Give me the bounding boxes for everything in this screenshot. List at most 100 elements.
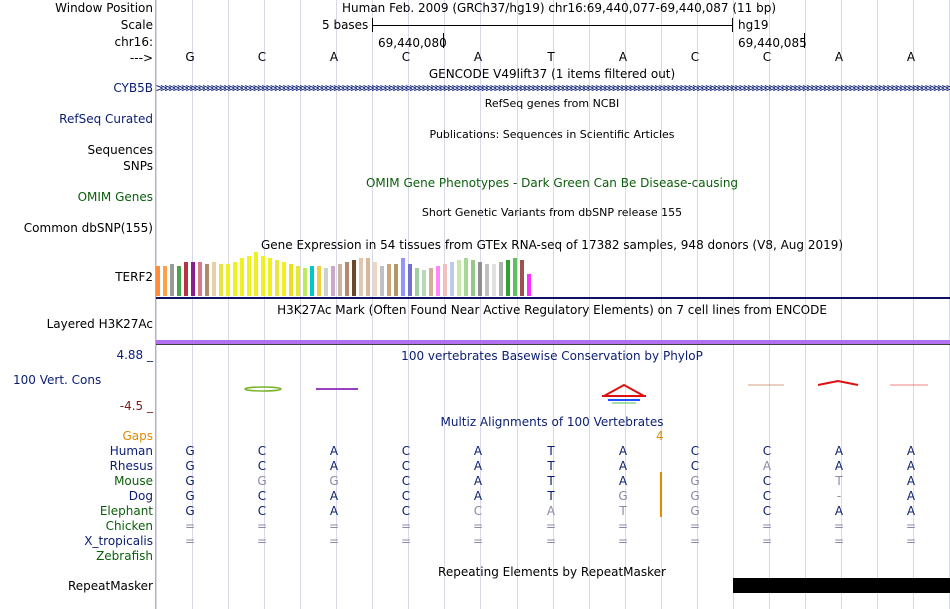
gtex-bar[interactable] xyxy=(261,256,265,296)
gtex-bar[interactable] xyxy=(464,258,468,296)
repeat-element[interactable] xyxy=(733,578,950,593)
dbsnp-title[interactable]: Short Genetic Variants from dbSNP releas… xyxy=(421,206,683,219)
aligned-base: A xyxy=(329,459,339,473)
gtex-bar[interactable] xyxy=(450,262,454,296)
species-label[interactable]: Elephant xyxy=(99,504,153,518)
multiz-title[interactable]: Multiz Alignments of 100 Vertebrates xyxy=(440,415,664,429)
reference-base: C xyxy=(401,50,411,64)
gtex-bar[interactable] xyxy=(240,258,244,296)
aligned-base: C xyxy=(762,474,772,488)
gtex-bar[interactable] xyxy=(296,266,300,296)
repeatmasker-label[interactable]: RepeatMasker xyxy=(67,579,153,593)
gencode-gene-label[interactable]: CYB5B xyxy=(113,81,153,95)
grid-line xyxy=(733,0,734,609)
publications-title[interactable]: Publications: Sequences in Scientific Ar… xyxy=(429,128,675,141)
gtex-bar[interactable] xyxy=(492,264,496,296)
gtex-bar[interactable] xyxy=(233,262,237,296)
gtex-bar[interactable] xyxy=(198,262,202,296)
gtex-bar[interactable] xyxy=(401,258,405,296)
gtex-bar[interactable] xyxy=(366,258,370,296)
refseq-label[interactable]: RefSeq Curated xyxy=(59,112,153,126)
gtex-bar[interactable] xyxy=(359,258,363,296)
gtex-bar[interactable] xyxy=(317,266,321,296)
gtex-bar[interactable] xyxy=(324,268,328,296)
gtex-bar[interactable] xyxy=(457,260,461,296)
gtex-bar[interactable] xyxy=(352,260,356,296)
gtex-bar[interactable] xyxy=(394,264,398,296)
phylop-title[interactable]: 100 vertebrates Basewise Conservation by… xyxy=(401,349,703,363)
gtex-bar[interactable] xyxy=(429,268,433,296)
gtex-title[interactable]: Gene Expression in 54 tissues from GTEx … xyxy=(260,238,844,252)
species-label[interactable]: Rhesus xyxy=(109,459,153,473)
gtex-bar[interactable] xyxy=(156,266,160,296)
gtex-bar[interactable] xyxy=(520,260,524,296)
dbsnp-label[interactable]: Common dbSNP(155) xyxy=(23,221,153,235)
gtex-bar[interactable] xyxy=(289,264,293,296)
species-label[interactable]: Dog xyxy=(128,489,153,503)
h3k27ac-label[interactable]: Layered H3K27Ac xyxy=(46,317,153,331)
aligned-base: A xyxy=(546,504,556,518)
gtex-bar[interactable] xyxy=(219,264,223,296)
gtex-bar[interactable] xyxy=(527,274,531,296)
aligned-base: C xyxy=(690,459,700,473)
species-label[interactable]: X_tropicalis xyxy=(84,534,153,548)
gtex-bar[interactable] xyxy=(310,266,314,296)
gtex-bar[interactable] xyxy=(247,256,251,296)
h3k27ac-title[interactable]: H3K27Ac Mark (Often Found Near Active Re… xyxy=(277,303,827,317)
phylop-plot xyxy=(244,379,928,404)
gtex-bar[interactable] xyxy=(191,262,195,296)
omim-title[interactable]: OMIM Gene Phenotypes - Dark Green Can Be… xyxy=(365,176,739,190)
species-label[interactable]: Chicken xyxy=(105,519,153,533)
gtex-bar[interactable] xyxy=(226,264,230,296)
gtex-bar[interactable] xyxy=(387,264,391,296)
gtex-bar[interactable] xyxy=(303,268,307,296)
gaps-label[interactable]: Gaps xyxy=(122,429,153,443)
species-label[interactable]: Human xyxy=(109,444,153,458)
gtex-bar[interactable] xyxy=(506,260,510,296)
omim-label[interactable]: OMIM Genes xyxy=(77,190,153,204)
aligned-base: = xyxy=(545,519,557,533)
gtex-bar[interactable] xyxy=(436,266,440,296)
gtex-bar[interactable] xyxy=(373,262,377,296)
gtex-gene-label[interactable]: TERF2 xyxy=(115,270,153,284)
gtex-bar[interactable] xyxy=(408,264,412,296)
gtex-bar[interactable] xyxy=(170,264,174,296)
gtex-bar[interactable] xyxy=(282,262,286,296)
gtex-bar[interactable] xyxy=(415,268,419,296)
gtex-bar[interactable] xyxy=(478,262,482,296)
aligned-base: A xyxy=(473,444,483,458)
gtex-bar[interactable] xyxy=(205,264,209,296)
gtex-bar[interactable] xyxy=(177,266,181,296)
reference-base: A xyxy=(473,50,483,64)
gtex-bar[interactable] xyxy=(443,264,447,296)
gtex-bar[interactable] xyxy=(422,270,426,296)
gtex-bar[interactable] xyxy=(513,258,517,296)
gtex-bar[interactable] xyxy=(268,258,272,296)
gtex-bar[interactable] xyxy=(380,266,384,296)
gencode-gene-line[interactable]: >>>>>>>>>>>>>>>>>>>>>>>>>>>>>>>>>>>>>>>>… xyxy=(156,81,950,95)
grid-line xyxy=(553,0,554,609)
gtex-bar[interactable] xyxy=(275,260,279,296)
phylop-label[interactable]: 100 Vert. Cons xyxy=(13,373,102,387)
gtex-bar[interactable] xyxy=(331,266,335,296)
gtex-bar[interactable] xyxy=(184,262,188,296)
scale-label: Scale xyxy=(120,18,153,32)
snps-label[interactable]: SNPs xyxy=(123,159,153,173)
gencode-title[interactable]: GENCODE V49lift37 (1 items filtered out) xyxy=(428,67,676,81)
refseq-title[interactable]: RefSeq genes from NCBI xyxy=(484,97,620,110)
gtex-bar[interactable] xyxy=(485,264,489,296)
gtex-bar[interactable] xyxy=(212,262,216,296)
aligned-base: G xyxy=(690,474,700,488)
phylop-mark-1 xyxy=(244,386,282,392)
repeatmasker-title[interactable]: Repeating Elements by RepeatMasker xyxy=(438,565,666,579)
gtex-bar[interactable] xyxy=(254,252,258,296)
sequences-label[interactable]: Sequences xyxy=(87,143,153,157)
gtex-bar-chart[interactable] xyxy=(156,252,536,296)
gtex-bar[interactable] xyxy=(499,262,503,296)
gtex-bar[interactable] xyxy=(163,266,167,296)
species-label[interactable]: Mouse xyxy=(114,474,153,488)
gtex-bar[interactable] xyxy=(471,260,475,296)
gtex-bar[interactable] xyxy=(338,264,342,296)
gtex-bar[interactable] xyxy=(345,262,349,296)
species-label[interactable]: Zebrafish xyxy=(96,549,153,563)
